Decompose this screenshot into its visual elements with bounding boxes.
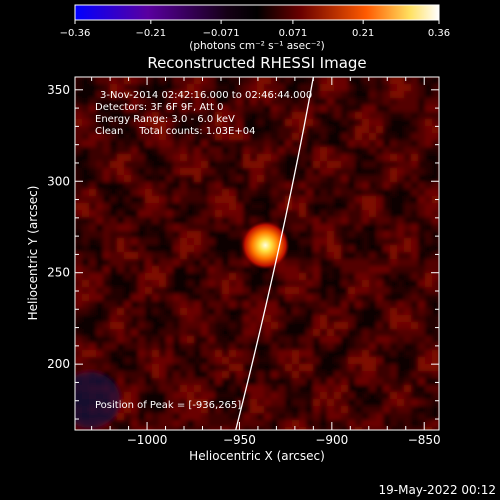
colorbar-tick-label: −0.071	[203, 28, 240, 39]
colorbar-tick-label: −0.21	[136, 28, 167, 39]
annotation-energy: Energy Range: 3.0 - 6.0 keV	[95, 114, 235, 125]
chart-title: Reconstructed RHESSI Image	[147, 54, 366, 72]
annotation-block: 3-Nov-2014 02:42:16.000 to 02:46:44.000 …	[95, 90, 312, 137]
x-axis: −1000 −950 −900 −850	[91, 77, 441, 447]
x-tick-label: −1000	[127, 433, 168, 447]
y-tick-label: 300	[47, 174, 70, 188]
x-tick-label: −950	[223, 433, 256, 447]
x-tick-label: −850	[408, 433, 441, 447]
x-tick-label: −900	[315, 433, 348, 447]
annotation-clean: Clean Total counts: 1.03E+04	[95, 126, 255, 137]
image-area	[75, 77, 439, 430]
colorbar-units-label: (photons cm⁻² s⁻¹ asec⁻²)	[189, 40, 324, 52]
colorbar-tick-label: 0.071	[279, 28, 308, 39]
plot-frame	[74, 76, 440, 431]
y-tick-label: 350	[47, 83, 70, 97]
colorbar-tick-label: −0.36	[60, 28, 91, 39]
colorbar-tick-label: 0.36	[428, 28, 450, 39]
peak-source	[241, 221, 290, 270]
peak-position-label: Position of Peak = [-936,265]	[95, 400, 241, 411]
x-axis-label: Heliocentric X (arcsec)	[189, 449, 325, 463]
y-axis-label: Heliocentric Y (arcsec)	[26, 186, 40, 321]
colorbar-tick-label: 0.21	[352, 28, 374, 39]
colorbar-ticks: −0.36 −0.21 −0.071 0.071 0.21 0.36	[60, 20, 450, 39]
y-tick-label: 200	[47, 357, 70, 371]
colorbar	[74, 4, 440, 21]
annotation-detectors: Detectors: 3F 6F 9F, Att 0	[95, 102, 223, 113]
footer-date: 19-May-2022 00:12	[379, 483, 496, 497]
annotation-time: 3-Nov-2014 02:42:16.000 to 02:46:44.000	[100, 90, 312, 101]
y-axis: 200 250 300 350	[47, 83, 439, 420]
y-tick-label: 250	[47, 266, 70, 280]
solar-limb	[235, 77, 314, 430]
